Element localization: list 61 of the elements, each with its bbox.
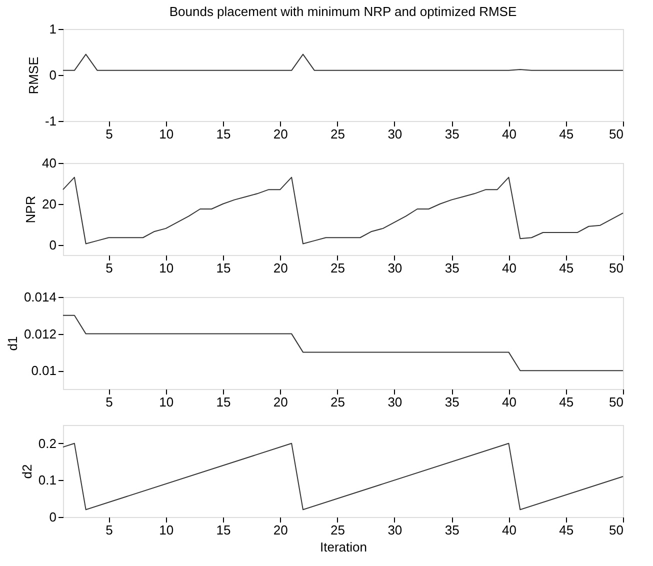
x-tick-label: 20 — [273, 394, 288, 410]
y-tick-label: 0.1 — [38, 472, 56, 488]
y-tick-label: 0.014 — [24, 290, 56, 304]
y-tick-label: 0 — [49, 68, 56, 82]
y-tick-label: 0.2 — [38, 436, 56, 451]
line-series — [62, 176, 624, 244]
x-tick-label: 15 — [216, 522, 231, 538]
y-axis-title: NPR — [23, 196, 38, 224]
x-tick-label: 20 — [273, 126, 288, 142]
x-tick-label: 30 — [388, 260, 402, 276]
x-tick-label: 30 — [388, 522, 402, 538]
y-tick-label: 0 — [49, 510, 56, 524]
chart-title: Bounds placement with minimum NRP and optimized RMSE — [169, 4, 517, 19]
y-axis-title: d2 — [19, 464, 34, 479]
x-tick-label: 35 — [444, 260, 460, 276]
y-tick-label: 0.01 — [31, 363, 56, 378]
x-tick-label: 45 — [559, 522, 574, 538]
x-tick-label: 40 — [502, 394, 516, 410]
y-tick-label: 20 — [42, 196, 56, 212]
x-tick-label: 40 — [502, 260, 516, 276]
y-tick-label: -1 — [44, 114, 56, 128]
x-tick-label: 35 — [444, 126, 460, 142]
y-tick-label: 40 — [42, 156, 56, 170]
x-tick-label: 30 — [388, 394, 402, 410]
x-tick-label: 25 — [330, 260, 346, 276]
x-tick-label: 20 — [273, 260, 288, 276]
x-tick-label: 5 — [106, 394, 113, 410]
x-tick-label: 40 — [502, 522, 516, 538]
x-tick-label: 50 — [609, 126, 624, 142]
x-tick-label: 50 — [609, 522, 624, 538]
x-tick-label: 35 — [444, 394, 460, 410]
y-tick-label: 0 — [49, 237, 56, 252]
x-tick-label: 10 — [159, 260, 174, 276]
x-tick-label: 25 — [330, 522, 346, 538]
x-tick-label: 10 — [159, 522, 174, 538]
line-series — [62, 442, 624, 510]
x-tick-label: 15 — [216, 260, 231, 276]
x-tick-label: 10 — [159, 394, 174, 410]
x-tick-label: 45 — [559, 126, 574, 142]
x-tick-label: 40 — [502, 126, 516, 142]
x-tick-label: 5 — [106, 260, 113, 276]
x-tick-label: 15 — [216, 126, 231, 142]
x-tick-label: 30 — [388, 126, 402, 142]
y-axis-title: d1 — [4, 336, 20, 351]
x-tick-label: 5 — [106, 126, 113, 142]
line-series — [62, 314, 624, 372]
x-tick-label: 35 — [444, 522, 460, 538]
x-tick-label: 15 — [216, 394, 231, 410]
x-tick-label: 50 — [609, 394, 624, 410]
x-tick-label: 25 — [330, 394, 346, 410]
x-axis-title: Iteration — [320, 540, 367, 554]
y-axis-title: RMSE — [26, 56, 41, 94]
x-tick-label: 5 — [106, 522, 113, 538]
x-tick-label: 45 — [559, 394, 574, 410]
x-tick-label: 45 — [559, 260, 574, 276]
x-tick-label: 20 — [273, 522, 288, 538]
x-tick-label: 50 — [609, 260, 624, 276]
x-tick-label: 25 — [330, 126, 346, 142]
y-tick-label: 0.012 — [24, 326, 56, 342]
y-tick-label: 1 — [49, 22, 56, 36]
x-tick-label: 10 — [159, 126, 174, 142]
